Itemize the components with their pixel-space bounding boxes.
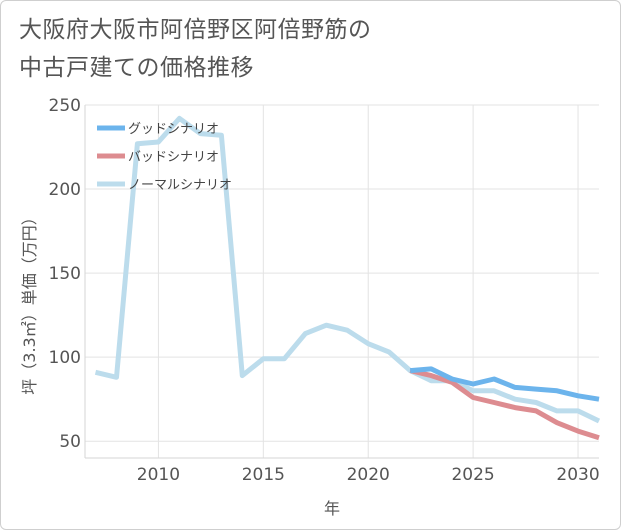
- good-scenario-point: [513, 385, 518, 390]
- good-scenario-point: [450, 376, 455, 381]
- x-tick-label: 2030: [556, 465, 599, 485]
- good-scenario-point: [492, 376, 497, 381]
- y-tick-label: 200: [49, 180, 81, 200]
- good-scenario-point: [534, 387, 539, 392]
- good-scenario-point: [597, 397, 602, 402]
- bad-scenario-point: [513, 405, 518, 410]
- normal-scenario-point: [429, 378, 434, 383]
- normal-scenario-point: [303, 331, 308, 336]
- x-tick-label: 2015: [242, 465, 285, 485]
- chart-title-line-1: 大阪府大阪市阿倍野区阿倍野筋の: [19, 17, 372, 43]
- y-tick-label: 100: [49, 348, 81, 368]
- good-scenario-point: [471, 382, 476, 387]
- good-scenario-point: [408, 368, 413, 373]
- normal-scenario-point: [576, 408, 581, 413]
- x-tick-label: 2010: [137, 465, 180, 485]
- legend-label: ノーマルシナリオ: [128, 178, 232, 193]
- bad-scenario-point: [576, 429, 581, 434]
- axes: 2010 2015 2020 2025 2030 50 100 150 200 250: [49, 96, 600, 485]
- normal-scenario-point: [240, 373, 245, 378]
- good-scenario-line: [409, 366, 600, 402]
- bad-scenario-point: [471, 395, 476, 400]
- normal-scenario-point: [282, 356, 287, 361]
- bad-scenario-point: [534, 408, 539, 413]
- normal-scenario-point: [366, 341, 371, 346]
- normal-scenario-point: [534, 400, 539, 405]
- series-layer: [93, 115, 602, 441]
- x-axis-label: 年: [324, 499, 340, 518]
- chart-title-line-2: 中古戸建ての価格推移: [19, 55, 254, 81]
- legend-label: グッドシナリオ: [128, 122, 219, 137]
- normal-scenario-line: [94, 115, 601, 424]
- normal-scenario-point: [261, 356, 266, 361]
- good-scenario-point: [555, 388, 560, 393]
- legend-normal[interactable]: ノーマルシナリオ: [97, 178, 232, 193]
- normal-scenario-point: [177, 116, 182, 121]
- normal-scenario-point: [135, 141, 140, 146]
- legend-bad[interactable]: バッドシナリオ: [97, 150, 219, 165]
- normal-scenario-point: [156, 139, 161, 144]
- chart-title: 大阪府大阪市阿倍野区阿倍野筋の 中古戸建ての価格推移: [19, 11, 579, 87]
- y-tick-label: 50: [59, 432, 81, 452]
- bad-scenario-point: [429, 373, 434, 378]
- normal-scenario-point: [345, 328, 350, 333]
- y-tick-label: 250: [49, 96, 81, 116]
- bad-scenario-line: [409, 368, 600, 441]
- y-axis-label: 坪（3.3㎡）単価（万円）: [20, 209, 39, 394]
- x-tick-label: 2020: [347, 465, 390, 485]
- bad-scenario-point: [492, 400, 497, 405]
- normal-scenario-point: [114, 375, 119, 380]
- normal-scenario-point: [324, 323, 329, 328]
- normal-scenario-point: [219, 133, 224, 138]
- normal-scenario-point: [93, 370, 98, 375]
- normal-scenario-point: [387, 350, 392, 355]
- legend-good[interactable]: グッドシナリオ: [97, 122, 219, 137]
- bad-scenario-point: [555, 420, 560, 425]
- normal-scenario-point: [555, 408, 560, 413]
- bad-scenario-point: [597, 435, 602, 440]
- x-tick-label: 2025: [451, 465, 494, 485]
- normal-scenario-point: [597, 419, 602, 424]
- y-tick-label: 150: [49, 264, 81, 284]
- good-scenario-point: [576, 393, 581, 398]
- normal-scenario-point: [471, 388, 476, 393]
- legend-label: バッドシナリオ: [128, 150, 219, 165]
- good-scenario-point: [429, 366, 434, 371]
- normal-scenario-point: [492, 388, 497, 393]
- normal-scenario-point: [513, 397, 518, 402]
